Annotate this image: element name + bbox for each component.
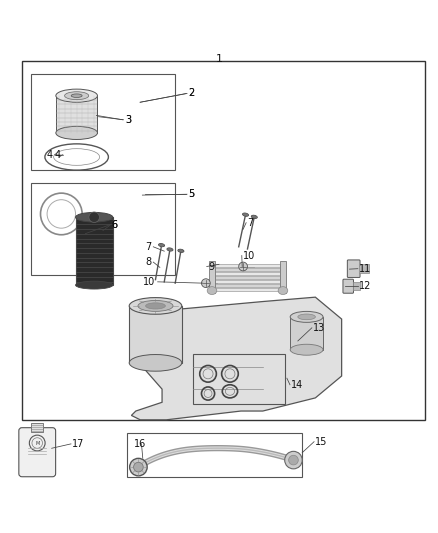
- Ellipse shape: [179, 249, 183, 252]
- Bar: [129, 306, 182, 363]
- Text: 2: 2: [188, 88, 194, 99]
- Text: 4: 4: [46, 150, 53, 160]
- Text: 1: 1: [215, 54, 223, 64]
- Bar: [290, 317, 323, 350]
- Text: 6: 6: [112, 220, 118, 230]
- Bar: [280, 261, 286, 293]
- Ellipse shape: [159, 244, 165, 247]
- Text: 9: 9: [208, 262, 214, 271]
- Ellipse shape: [178, 249, 184, 253]
- Bar: [215, 288, 280, 291]
- Text: 5: 5: [188, 189, 194, 199]
- FancyBboxPatch shape: [19, 427, 56, 477]
- Text: 17: 17: [72, 439, 85, 449]
- Bar: [215, 276, 280, 279]
- Ellipse shape: [207, 287, 217, 295]
- Bar: [353, 282, 360, 290]
- Text: 7: 7: [145, 242, 151, 252]
- Text: 12: 12: [359, 281, 371, 291]
- Text: M: M: [35, 440, 39, 446]
- Bar: [75, 217, 113, 285]
- Circle shape: [239, 262, 247, 271]
- Text: 4: 4: [55, 150, 61, 160]
- Polygon shape: [131, 297, 342, 420]
- Ellipse shape: [145, 303, 165, 309]
- Ellipse shape: [290, 344, 323, 355]
- Ellipse shape: [298, 314, 315, 320]
- Bar: [22, 61, 425, 420]
- Ellipse shape: [56, 126, 97, 140]
- Ellipse shape: [56, 89, 97, 102]
- Text: 6: 6: [112, 220, 118, 230]
- Ellipse shape: [76, 213, 113, 222]
- Ellipse shape: [244, 214, 247, 216]
- Text: 15: 15: [315, 437, 328, 447]
- Ellipse shape: [129, 297, 182, 314]
- Ellipse shape: [243, 213, 248, 216]
- Text: 10: 10: [243, 251, 255, 261]
- Circle shape: [89, 212, 99, 222]
- Text: 16: 16: [134, 439, 146, 449]
- Ellipse shape: [64, 92, 88, 100]
- Ellipse shape: [168, 248, 172, 251]
- Bar: [193, 354, 285, 405]
- Text: 10: 10: [143, 277, 155, 287]
- Text: 7: 7: [247, 217, 254, 228]
- Ellipse shape: [251, 215, 257, 219]
- Text: 2: 2: [188, 88, 194, 99]
- Ellipse shape: [138, 301, 173, 311]
- Bar: [209, 261, 215, 293]
- Bar: [215, 264, 280, 268]
- Bar: [56, 96, 97, 133]
- Circle shape: [285, 451, 302, 469]
- Circle shape: [289, 455, 298, 465]
- Ellipse shape: [129, 354, 182, 371]
- Text: 14: 14: [291, 379, 304, 390]
- Bar: [31, 423, 43, 432]
- Bar: [31, 74, 175, 170]
- Text: 11: 11: [359, 264, 371, 273]
- Circle shape: [130, 458, 147, 476]
- Ellipse shape: [159, 244, 163, 246]
- Ellipse shape: [76, 281, 113, 289]
- Text: 8: 8: [145, 257, 151, 267]
- Ellipse shape: [71, 94, 82, 98]
- FancyBboxPatch shape: [347, 260, 360, 278]
- Ellipse shape: [252, 216, 256, 218]
- Bar: [25, 433, 49, 457]
- Text: 3: 3: [125, 115, 131, 125]
- Circle shape: [201, 279, 210, 287]
- Bar: [215, 272, 280, 275]
- Bar: [359, 264, 369, 273]
- Circle shape: [134, 462, 143, 472]
- FancyBboxPatch shape: [343, 279, 353, 293]
- Bar: [127, 433, 302, 477]
- Ellipse shape: [290, 311, 323, 322]
- Bar: [215, 284, 280, 287]
- Ellipse shape: [167, 248, 173, 251]
- Text: 13: 13: [313, 323, 325, 333]
- Text: 5: 5: [188, 189, 194, 199]
- Text: 3: 3: [125, 115, 131, 125]
- Bar: [215, 268, 280, 271]
- Bar: [31, 183, 175, 275]
- Bar: [215, 280, 280, 283]
- Ellipse shape: [278, 287, 288, 295]
